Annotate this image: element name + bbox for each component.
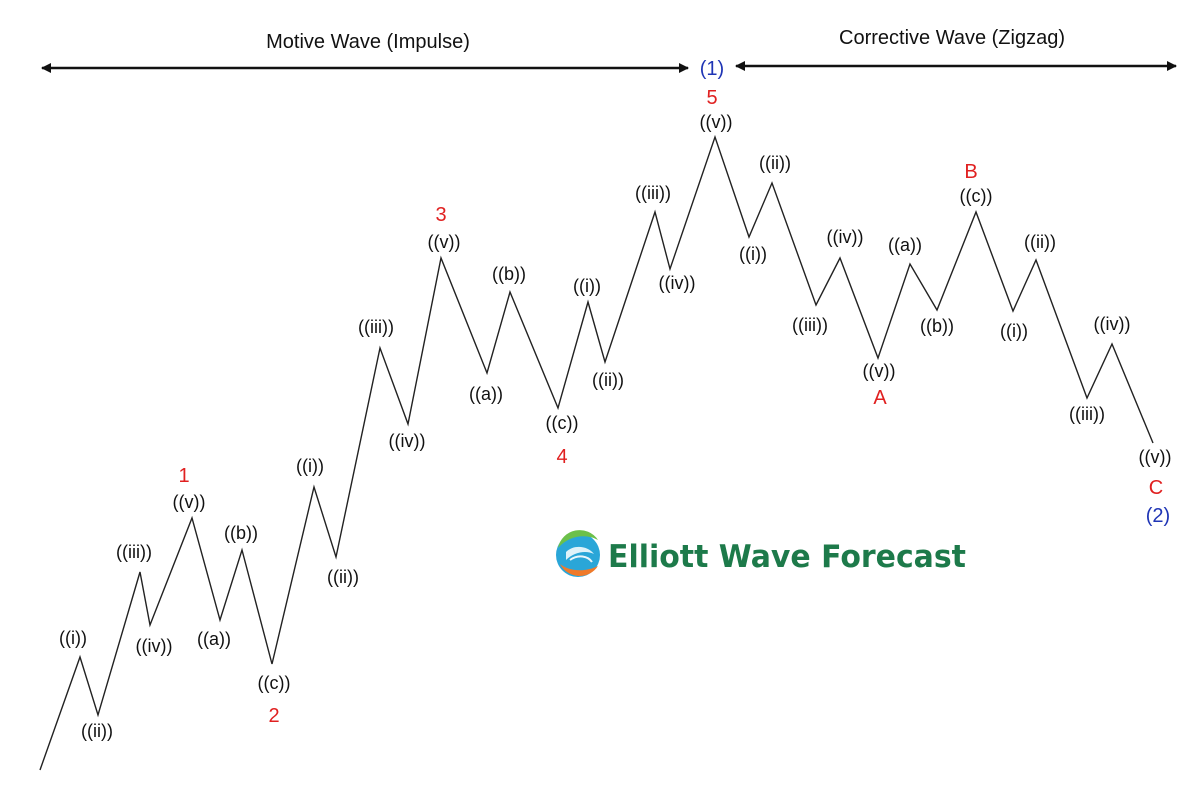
sub-label-A-v: ((v)) — [863, 361, 896, 381]
wave-label-C: C — [1149, 477, 1163, 499]
sub-label-w2-a: ((a)) — [197, 629, 231, 649]
wave-label-2: 2 — [268, 705, 279, 727]
sub-label-w5-i: ((i)) — [573, 276, 601, 296]
sub-label-w5-iv: ((iv)) — [659, 273, 696, 293]
sub-label-B-a: ((a)) — [888, 235, 922, 255]
wave-price-path — [39, 134, 1154, 771]
corrective-wave-title: Corrective Wave (Zigzag) — [839, 27, 1065, 49]
sub-label-C-i: ((i)) — [1000, 321, 1028, 341]
sub-label-w3-iv: ((iv)) — [389, 431, 426, 451]
logo-text: Elliott Wave Forecast — [608, 539, 966, 575]
sub-label-w5-iii: ((iii)) — [635, 183, 671, 203]
sub-label-w4-c: ((c)) — [546, 413, 579, 433]
elliott-wave-forecast-logo: Elliott Wave Forecast — [556, 530, 966, 577]
sub-label-w2-b: ((b)) — [224, 523, 258, 543]
wave-label-1: 1 — [178, 465, 189, 487]
sub-label-w4-a: ((a)) — [469, 384, 503, 404]
sub-label-w3-iii: ((iii)) — [358, 317, 394, 337]
wave-label-3: 3 — [435, 204, 446, 226]
wave-label-B: B — [964, 161, 977, 183]
sub-label-w3-v: ((v)) — [428, 232, 461, 252]
sub-label-C-iii: ((iii)) — [1069, 404, 1105, 424]
sub-label-w1-iv: ((iv)) — [136, 636, 173, 656]
sub-label-C-v: ((v)) — [1139, 447, 1172, 467]
sub-label-w4-b: ((b)) — [492, 264, 526, 284]
sub-label-w3-i: ((i)) — [296, 456, 324, 476]
sub-label-w1-v: ((v)) — [173, 492, 206, 512]
sub-label-w5-ii: ((ii)) — [592, 370, 624, 390]
sub-label-w3-ii: ((ii)) — [327, 567, 359, 587]
sub-label-w2-c: ((c)) — [258, 673, 291, 693]
sub-label-B-c: ((c)) — [960, 186, 993, 206]
wave-label-4: 4 — [556, 446, 567, 468]
motive-wave-title: Motive Wave (Impulse) — [266, 31, 470, 53]
degree-label-2: (2) — [1146, 505, 1170, 527]
sub-label-w1-ii: ((ii)) — [81, 721, 113, 741]
sub-label-C-iv: ((iv)) — [1094, 314, 1131, 334]
sub-label-A-iii: ((iii)) — [792, 315, 828, 335]
sub-label-A-i: ((i)) — [739, 244, 767, 264]
sub-label-A-iv: ((iv)) — [827, 227, 864, 247]
sub-label-C-ii: ((ii)) — [1024, 232, 1056, 252]
wave-label-5: 5 — [706, 87, 717, 109]
logo-swirl-icon — [556, 530, 600, 577]
sub-label-B-b: ((b)) — [920, 316, 954, 336]
degree-label-1: (1) — [700, 58, 724, 80]
wave-label-A: A — [873, 387, 887, 409]
sub-label-A-ii: ((ii)) — [759, 153, 791, 173]
sub-label-w1-i: ((i)) — [59, 628, 87, 648]
sub-label-w1-iii: ((iii)) — [116, 542, 152, 562]
sub-label-w5-v: ((v)) — [700, 112, 733, 132]
